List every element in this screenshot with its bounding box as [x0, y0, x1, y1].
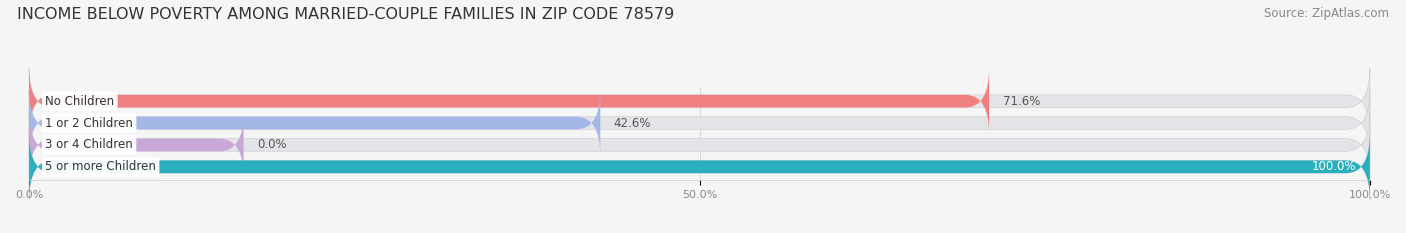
Text: 1 or 2 Children: 1 or 2 Children	[45, 116, 134, 130]
Text: Source: ZipAtlas.com: Source: ZipAtlas.com	[1264, 7, 1389, 20]
Text: 0.0%: 0.0%	[257, 138, 287, 151]
FancyBboxPatch shape	[30, 134, 1369, 200]
FancyBboxPatch shape	[30, 68, 1369, 134]
FancyBboxPatch shape	[30, 90, 1369, 156]
FancyBboxPatch shape	[30, 90, 600, 156]
FancyBboxPatch shape	[30, 68, 988, 134]
FancyBboxPatch shape	[30, 112, 243, 178]
Text: 100.0%: 100.0%	[1312, 160, 1357, 173]
FancyBboxPatch shape	[30, 112, 1369, 178]
Text: 71.6%: 71.6%	[1002, 95, 1040, 108]
Text: No Children: No Children	[45, 95, 114, 108]
Text: 42.6%: 42.6%	[613, 116, 651, 130]
Text: 5 or more Children: 5 or more Children	[45, 160, 156, 173]
Text: INCOME BELOW POVERTY AMONG MARRIED-COUPLE FAMILIES IN ZIP CODE 78579: INCOME BELOW POVERTY AMONG MARRIED-COUPL…	[17, 7, 673, 22]
FancyBboxPatch shape	[30, 134, 1369, 200]
Text: 3 or 4 Children: 3 or 4 Children	[45, 138, 134, 151]
